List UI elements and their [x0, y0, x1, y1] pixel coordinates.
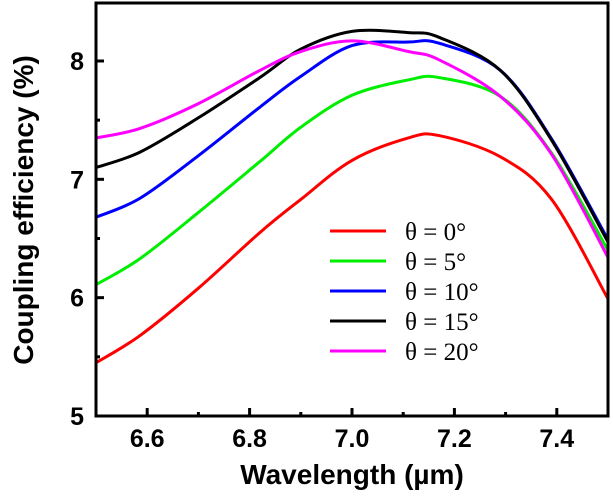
- y-tick-label: 8: [70, 48, 84, 76]
- series-line-4: [95, 39, 610, 259]
- y-tick-label: 5: [70, 403, 84, 431]
- x-tick-label: 6.6: [130, 425, 165, 453]
- x-axis-title: Wavelength (µm): [240, 459, 464, 490]
- x-tick-label: 6.8: [232, 425, 267, 453]
- y-tick-label: 7: [70, 166, 84, 194]
- series-line-0: [95, 132, 610, 365]
- series-line-2: [95, 39, 610, 241]
- x-tick-label: 7.4: [539, 425, 574, 453]
- y-tick-label: 6: [70, 285, 84, 313]
- ticks-layer: 6.6 6.8 7.0 7.2 7.4 5 6 7 8: [70, 48, 574, 453]
- legend-label-2: θ = 10°: [405, 279, 479, 306]
- legend-label-0: θ = 0°: [405, 219, 466, 246]
- x-tick-label: 7.0: [335, 425, 370, 453]
- legend-label-1: θ = 5°: [405, 249, 466, 276]
- x-tick-label: 7.2: [437, 425, 472, 453]
- legend-label-4: θ = 20°: [405, 339, 479, 366]
- y-axis-title: Coupling efficiency (%): [8, 55, 39, 365]
- plot-frame: [94, 1, 610, 418]
- curves-layer: [95, 28, 610, 365]
- series-line-3: [95, 28, 610, 243]
- legend-label-3: θ = 15°: [405, 309, 479, 336]
- legend: θ = 0° θ = 5° θ = 10° θ = 15° θ = 20°: [330, 219, 479, 366]
